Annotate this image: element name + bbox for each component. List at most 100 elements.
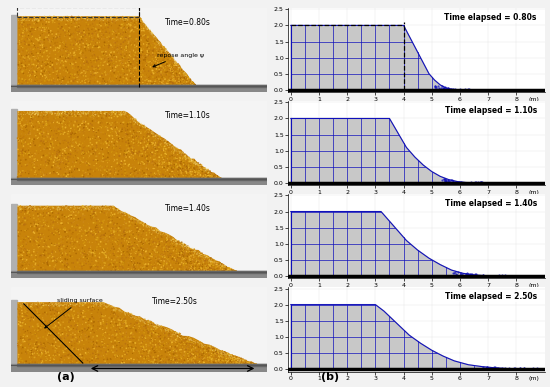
Point xyxy=(160,70,168,76)
Point xyxy=(177,239,185,245)
Point xyxy=(137,26,146,32)
Point xyxy=(127,42,136,48)
Point xyxy=(147,320,156,326)
Point xyxy=(192,168,201,174)
Point xyxy=(88,31,97,37)
Point xyxy=(124,16,133,22)
Point xyxy=(94,216,103,223)
Point xyxy=(33,111,42,118)
Point xyxy=(87,340,96,346)
Point xyxy=(123,147,131,153)
Point xyxy=(147,59,156,65)
Point xyxy=(125,219,134,225)
Point xyxy=(62,220,71,226)
Point xyxy=(200,355,209,361)
Point xyxy=(140,263,148,269)
Point xyxy=(94,241,103,247)
Point xyxy=(30,160,38,166)
Point xyxy=(210,174,218,180)
Point xyxy=(65,206,74,212)
Point xyxy=(182,79,190,85)
Point xyxy=(91,147,100,153)
Point xyxy=(241,358,250,364)
Point xyxy=(54,56,63,62)
Point xyxy=(189,250,198,257)
Point xyxy=(116,310,125,317)
Point xyxy=(151,152,160,158)
Point xyxy=(203,264,212,270)
Point xyxy=(91,248,100,254)
Point xyxy=(25,62,34,68)
Point xyxy=(191,82,200,88)
Point xyxy=(14,110,23,116)
Point xyxy=(139,33,148,39)
Point xyxy=(168,174,177,180)
Point xyxy=(173,332,182,339)
Point xyxy=(155,43,164,49)
Point xyxy=(137,220,146,226)
Point xyxy=(129,356,138,363)
Point xyxy=(57,301,65,308)
Point xyxy=(148,32,157,38)
Point xyxy=(101,41,110,48)
Point xyxy=(187,342,196,348)
Point xyxy=(52,79,60,85)
Point xyxy=(180,336,189,342)
Point xyxy=(92,71,101,77)
Point xyxy=(222,354,231,361)
Point xyxy=(180,251,189,257)
Point xyxy=(162,137,170,144)
Point xyxy=(62,111,70,118)
Point xyxy=(135,359,144,365)
Point xyxy=(130,256,139,262)
Point xyxy=(235,354,244,361)
Point xyxy=(125,68,134,74)
Point xyxy=(77,44,86,50)
Point xyxy=(177,242,186,248)
Point xyxy=(164,352,173,358)
Point xyxy=(104,219,113,225)
Point xyxy=(36,171,45,177)
Point xyxy=(22,203,31,209)
Point xyxy=(167,327,176,334)
Point xyxy=(135,323,144,329)
Point xyxy=(145,340,154,346)
Point xyxy=(24,204,33,210)
Point xyxy=(211,259,219,265)
Point xyxy=(32,148,41,154)
Point xyxy=(116,314,124,320)
Point xyxy=(145,223,153,229)
Point xyxy=(129,340,138,346)
Point xyxy=(177,361,185,367)
Point xyxy=(168,267,177,273)
Point xyxy=(101,206,110,212)
Point xyxy=(217,175,226,182)
Point xyxy=(123,351,131,358)
Point xyxy=(233,354,242,360)
Point xyxy=(124,310,133,316)
Point xyxy=(103,264,112,271)
Point xyxy=(23,249,31,255)
Point xyxy=(82,143,91,149)
Point xyxy=(110,157,119,163)
Point xyxy=(189,163,197,170)
Point xyxy=(94,24,102,30)
Point xyxy=(49,338,58,344)
Point xyxy=(134,138,143,144)
Point xyxy=(249,361,257,368)
Point xyxy=(68,125,76,132)
Point xyxy=(169,334,178,341)
Point xyxy=(71,24,80,30)
Point xyxy=(107,42,116,48)
Point xyxy=(164,50,173,57)
Point xyxy=(166,170,174,176)
Point xyxy=(53,158,62,164)
Point xyxy=(52,68,60,74)
Point xyxy=(169,329,178,336)
Point xyxy=(212,175,221,181)
Point xyxy=(211,349,219,355)
Point xyxy=(199,171,207,177)
Point xyxy=(112,45,121,51)
Point xyxy=(47,219,56,225)
Point xyxy=(61,46,70,53)
